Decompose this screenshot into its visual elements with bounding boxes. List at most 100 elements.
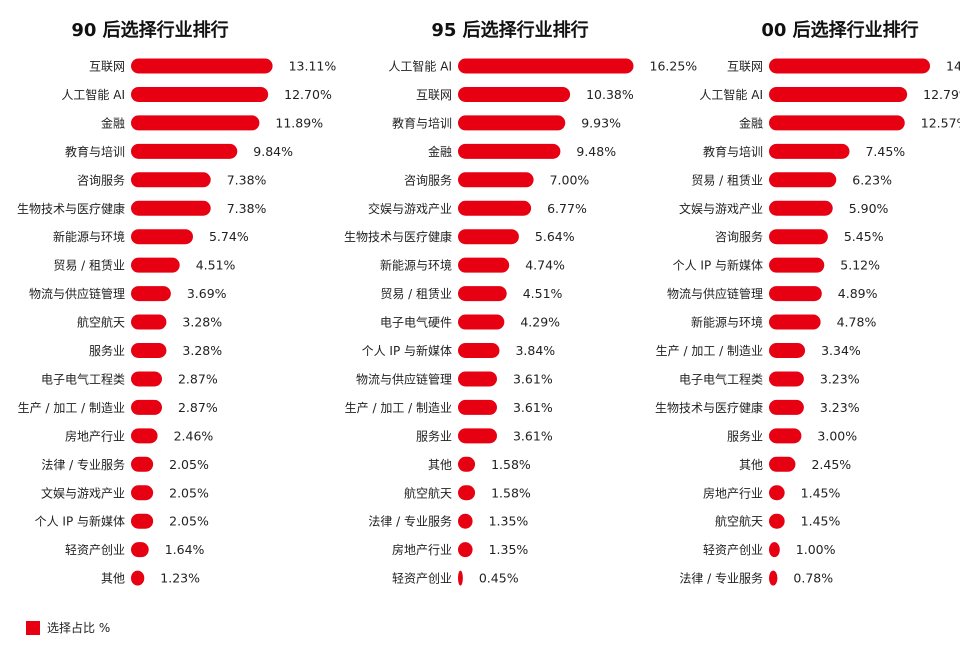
value-label: 9.84%	[253, 144, 293, 159]
category-label: 电子电气工程类	[679, 371, 763, 386]
category-label: 金融	[428, 144, 452, 159]
bar	[131, 143, 238, 159]
bar	[458, 399, 497, 415]
value-label: 2.87%	[178, 400, 218, 415]
bar	[131, 542, 149, 558]
bar	[131, 428, 158, 444]
bar	[769, 399, 804, 415]
value-label: 1.45%	[801, 514, 841, 529]
category-label: 金融	[739, 115, 763, 130]
bar	[131, 371, 162, 387]
value-label: 16.25%	[650, 59, 698, 74]
category-label: 房地产行业	[65, 428, 125, 443]
category-label: 人工智能 AI	[388, 59, 452, 74]
value-label: 7.38%	[227, 201, 267, 216]
bar	[769, 86, 908, 102]
bar	[769, 286, 822, 302]
legend: 选择占比 %	[26, 619, 110, 636]
value-label: 1.23%	[160, 571, 200, 586]
category-label: 金融	[101, 115, 125, 130]
bar	[131, 485, 154, 501]
category-label: 物流与供应链管理	[29, 286, 125, 301]
bar	[131, 314, 167, 330]
value-label: 3.61%	[513, 428, 553, 443]
category-label: 教育与培训	[65, 144, 125, 159]
value-label: 6.23%	[852, 172, 892, 187]
category-label: 服务业	[89, 343, 125, 358]
bar	[458, 115, 566, 131]
value-label: 3.84%	[515, 343, 555, 358]
value-label: 5.12%	[840, 258, 880, 273]
category-label: 轻资产创业	[392, 572, 452, 586]
value-label: 1.35%	[489, 514, 529, 529]
value-label: 1.64%	[165, 542, 205, 557]
value-label: 4.51%	[523, 286, 563, 301]
value-label: 12.70%	[284, 87, 332, 102]
value-label: 12.57%	[921, 115, 960, 130]
category-label: 物流与供应链管理	[667, 286, 763, 301]
value-label: 4.29%	[520, 315, 560, 330]
category-label: 航空航天	[77, 315, 125, 330]
bar	[458, 143, 561, 159]
category-label: 新能源与环境	[691, 315, 763, 330]
bar	[769, 58, 931, 74]
value-label: 4.74%	[525, 258, 565, 273]
bar	[131, 343, 167, 358]
value-label: 2.45%	[811, 457, 851, 472]
category-label: 人工智能 AI	[699, 87, 763, 102]
value-label: 10.38%	[586, 87, 634, 102]
bar	[458, 229, 519, 245]
bar	[458, 314, 505, 330]
value-label: 2.05%	[169, 514, 209, 529]
category-label: 物流与供应链管理	[356, 371, 452, 386]
value-label: 0.78%	[793, 571, 833, 586]
value-label: 0.45%	[479, 571, 519, 586]
bar	[458, 542, 473, 558]
bar	[769, 570, 778, 586]
bar	[131, 115, 260, 131]
bar	[458, 86, 571, 102]
value-label: 3.61%	[513, 400, 553, 415]
category-label: 互联网	[727, 60, 763, 74]
legend-swatch	[26, 620, 40, 635]
bar	[131, 570, 145, 586]
bar	[131, 456, 154, 472]
bar	[458, 286, 507, 302]
category-label: 房地产行业	[392, 542, 452, 557]
category-label: 服务业	[416, 428, 452, 443]
value-label: 2.87%	[178, 371, 218, 386]
bar	[769, 456, 796, 472]
category-label: 法律 / 专业服务	[368, 514, 452, 529]
category-label: 法律 / 专业服务	[679, 571, 763, 586]
chart-title: 00 后选择行业排行	[761, 19, 918, 41]
category-label: 房地产行业	[703, 485, 763, 500]
value-label: 6.77%	[547, 201, 587, 216]
category-label: 其他	[101, 572, 125, 586]
bar	[769, 343, 806, 358]
bar	[769, 485, 785, 501]
value-label: 12.79%	[923, 87, 960, 102]
bar	[131, 513, 154, 529]
bar	[458, 343, 500, 358]
category-label: 互联网	[416, 88, 452, 102]
category-label: 教育与培训	[703, 144, 763, 159]
bar	[131, 172, 211, 188]
value-label: 7.45%	[865, 144, 905, 159]
category-label: 新能源与环境	[380, 258, 452, 273]
category-label: 航空航天	[715, 514, 763, 529]
category-label: 个人 IP 与新媒体	[35, 514, 125, 529]
category-label: 个人 IP 与新媒体	[362, 343, 452, 358]
value-label: 4.51%	[196, 258, 236, 273]
bar	[458, 513, 473, 529]
value-label: 3.28%	[182, 343, 222, 358]
category-label: 文娱与游戏产业	[679, 201, 763, 216]
category-label: 交娱与游戏产业	[368, 201, 452, 216]
category-label: 咨询服务	[77, 172, 125, 187]
bar	[769, 143, 850, 159]
value-label: 5.74%	[209, 229, 249, 244]
bar	[769, 371, 804, 387]
value-label: 9.48%	[576, 144, 616, 159]
value-label: 3.69%	[187, 286, 227, 301]
bar	[769, 229, 828, 245]
